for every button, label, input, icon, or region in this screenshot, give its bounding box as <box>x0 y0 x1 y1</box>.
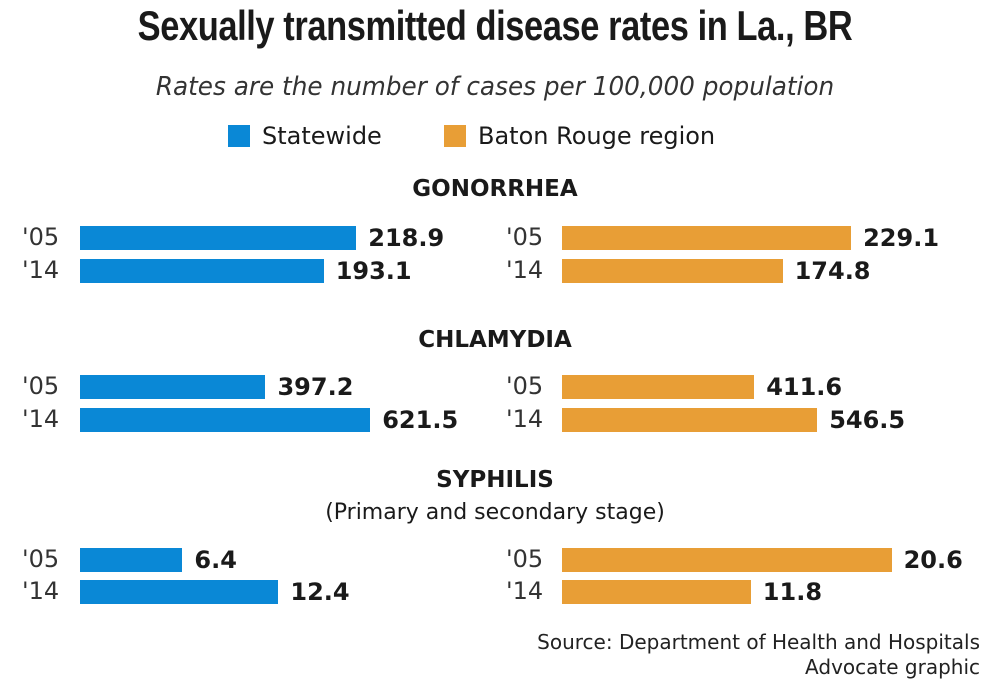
legend-item-statewide: Statewide <box>228 122 382 150</box>
value-label: 193.1 <box>335 257 412 285</box>
year-label: '14 <box>506 577 544 605</box>
year-label: '14 <box>506 256 544 284</box>
value-label: 546.5 <box>829 406 906 434</box>
bar-baton-rouge <box>562 548 892 572</box>
bar-statewide <box>80 408 371 432</box>
value-label: 6.4 <box>194 546 237 574</box>
source-note: Source: Department of Health and Hospita… <box>537 630 980 654</box>
bar-baton-rouge <box>562 259 783 283</box>
legend-swatch-statewide <box>228 125 250 147</box>
year-label: '05 <box>506 545 544 573</box>
value-label: 397.2 <box>277 373 354 401</box>
value-label: 411.6 <box>766 373 843 401</box>
panel-title: CHLAMYDIA <box>418 327 572 353</box>
year-label: '05 <box>22 372 60 400</box>
value-label: 11.8 <box>762 578 823 606</box>
bar-statewide <box>80 580 279 604</box>
value-label: 218.9 <box>368 224 445 252</box>
bar-baton-rouge <box>562 226 852 250</box>
bar-statewide <box>80 375 266 399</box>
year-label: '05 <box>506 372 544 400</box>
credit-note: Advocate graphic <box>805 655 980 679</box>
bar-statewide <box>80 226 357 250</box>
bar-baton-rouge <box>562 580 751 604</box>
legend-label: Statewide <box>262 122 382 150</box>
value-label: 20.6 <box>903 546 963 574</box>
panel-note: (Primary and secondary stage) <box>325 500 665 525</box>
year-label: '14 <box>506 405 544 433</box>
legend-swatch-baton-rouge <box>444 125 466 147</box>
year-label: '05 <box>22 545 60 573</box>
year-label: '14 <box>22 577 60 605</box>
year-label: '14 <box>22 256 60 284</box>
bar-statewide <box>80 259 324 283</box>
year-label: '14 <box>22 405 60 433</box>
year-label: '05 <box>506 223 544 251</box>
panel-title: GONORRHEA <box>412 176 578 202</box>
year-label: '05 <box>22 223 60 251</box>
bar-statewide <box>80 548 183 572</box>
bar-baton-rouge <box>562 375 755 399</box>
chart-title: Sexually transmitted disease rates in La… <box>137 2 853 49</box>
legend-label: Baton Rouge region <box>478 122 716 150</box>
value-label: 229.1 <box>863 224 940 252</box>
chart-subtitle: Rates are the number of cases per 100,00… <box>155 72 835 102</box>
bar-baton-rouge <box>562 408 818 432</box>
value-label: 12.4 <box>290 578 350 606</box>
value-label: 621.5 <box>382 406 459 434</box>
value-label: 174.8 <box>794 257 871 285</box>
legend-item-baton-rouge: Baton Rouge region <box>444 122 715 150</box>
panel-title: SYPHILIS <box>436 467 554 493</box>
